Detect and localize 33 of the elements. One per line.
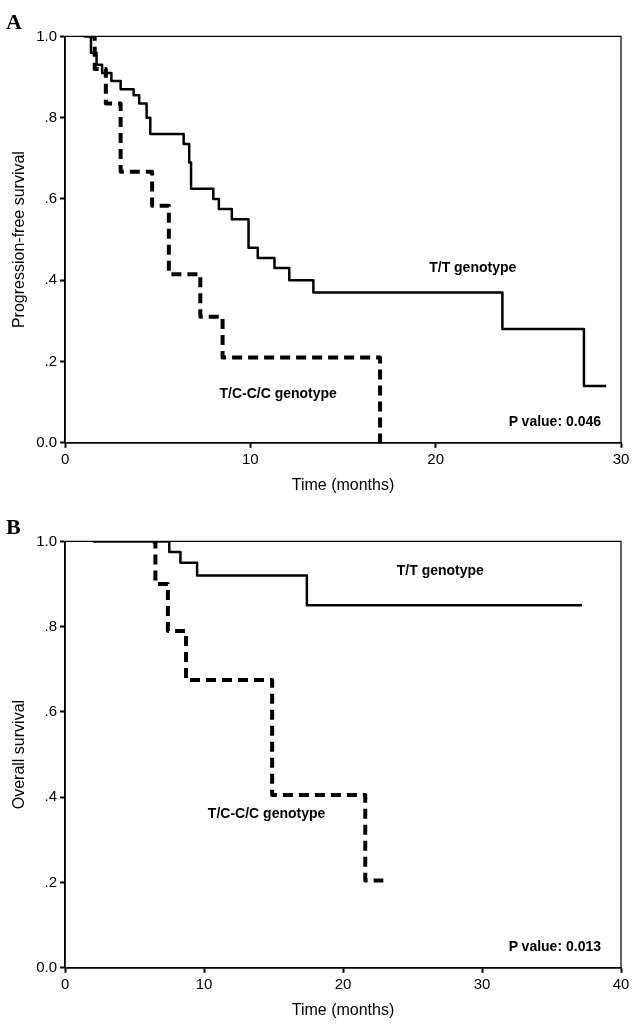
y-tick-label: .6 <box>44 189 58 207</box>
y-tick-label: .2 <box>44 351 58 369</box>
y-tick-label: 0.0 <box>36 957 58 975</box>
x-tick-label: 0 <box>60 974 70 992</box>
series-label: T/T genotype <box>429 258 517 275</box>
x-axis-title: Time (months) <box>291 1000 395 1018</box>
annotation: P value: 0.046 <box>508 412 602 429</box>
y-axis-title: Progression-free survival <box>10 151 28 329</box>
x-tick-label: 40 <box>612 974 630 992</box>
chart-title: A <box>6 8 22 34</box>
y-tick-label: .4 <box>44 787 58 805</box>
x-axis-title: Time (months) <box>291 475 395 493</box>
y-tick-label: .4 <box>44 270 58 288</box>
y-axis-title: Overall survival <box>10 699 28 810</box>
y-tick-label: .6 <box>44 702 58 720</box>
series-label: T/C-C/C genotype <box>219 384 338 401</box>
x-tick-label: 0 <box>60 449 70 467</box>
annotation: P value: 0.013 <box>508 937 602 954</box>
series-label: T/T genotype <box>396 562 485 579</box>
x-tick-label: 20 <box>334 974 352 992</box>
x-tick-label: 30 <box>473 974 491 992</box>
x-tick-label: 10 <box>242 449 259 467</box>
y-tick-label: 0.0 <box>36 432 58 450</box>
series-label: T/C-C/C genotype <box>207 805 326 822</box>
y-tick-label: .2 <box>44 872 58 890</box>
x-tick-label: 30 <box>612 449 630 467</box>
y-tick-label: 1.0 <box>36 26 58 44</box>
chart-title: B <box>6 513 21 539</box>
y-tick-label: 1.0 <box>36 531 58 549</box>
y-tick-label: .8 <box>44 616 58 634</box>
x-tick-label: 10 <box>195 974 213 992</box>
y-tick-label: .8 <box>44 107 58 125</box>
x-tick-label: 20 <box>427 449 445 467</box>
